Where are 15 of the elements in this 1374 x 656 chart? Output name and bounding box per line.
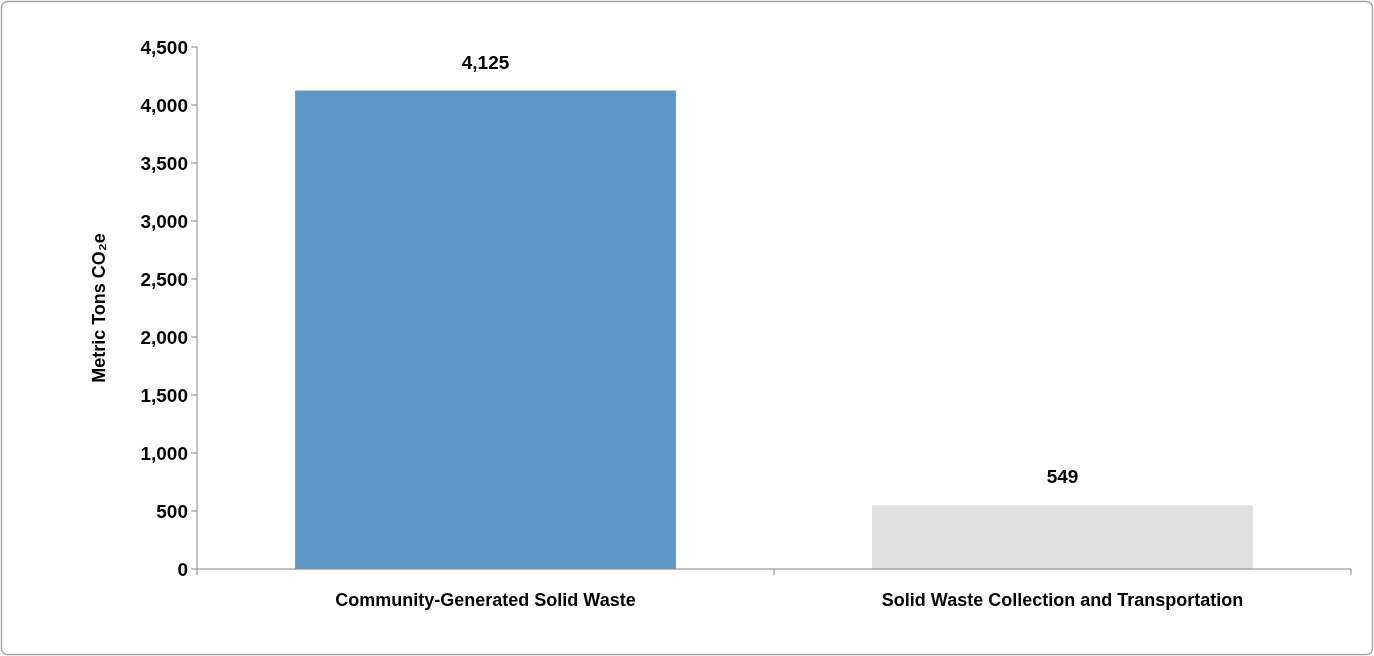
y-tick-label: 3,000 [140,210,188,232]
y-tick-label: 1,500 [140,384,188,406]
y-tick-label: 1,000 [140,442,188,464]
y-axis-title: Metric Tons CO₂e [89,233,109,383]
data-label: 549 [1046,466,1079,488]
y-tick-label: 2,000 [140,326,188,348]
data-label: 4,125 [461,51,510,73]
y-tick-label: 3,500 [140,152,188,174]
x-tick-label: Community-Generated Solid Waste [335,590,636,610]
y-tick-label: 4,500 [140,36,188,58]
y-tick-label: 0 [177,558,188,580]
y-tick-label: 4,000 [140,94,188,116]
x-tick-label: Solid Waste Collection and Transportation [881,590,1244,610]
y-tick-label: 500 [156,500,188,522]
y-tick-label: 2,500 [140,268,188,290]
